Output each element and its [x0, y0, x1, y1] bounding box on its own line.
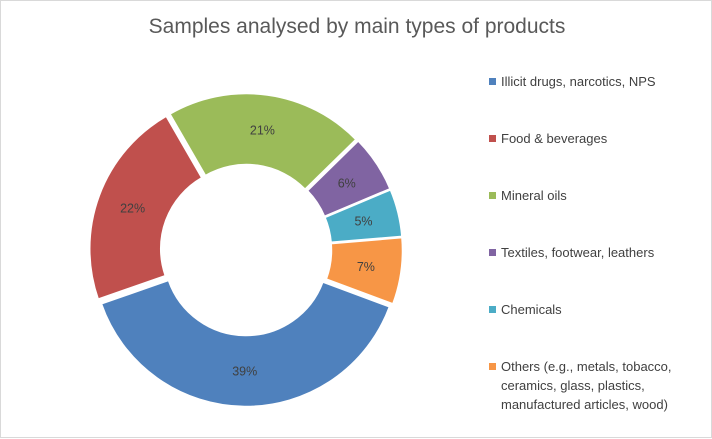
doughnut-slice: [324, 188, 403, 244]
slice-data-label: 22%: [120, 201, 145, 215]
doughnut-slice: [100, 279, 391, 408]
legend-label: Mineral oils: [501, 188, 567, 203]
slice-data-label: 5%: [354, 215, 372, 229]
legend-swatch: [489, 78, 496, 85]
legend-swatch: [489, 135, 496, 142]
slice-data-label: 21%: [250, 124, 275, 138]
legend-swatch: [489, 306, 496, 313]
legend-swatch: [489, 249, 496, 256]
legend-swatch: [489, 363, 496, 370]
legend-label: Chemicals: [501, 302, 562, 317]
legend-label: Illicit drugs, narcotics, NPS: [501, 74, 656, 89]
doughnut-slice: [306, 139, 391, 218]
legend-label: Food & beverages: [501, 131, 608, 146]
chart-legend: Illicit drugs, narcotics, NPS Food & beve…: [485, 1, 711, 437]
doughnut-slice: [325, 236, 404, 305]
chart-title: Samples analysed by main types of produc…: [148, 15, 566, 38]
legend-label: Others (e.g., metals, tobacco, ceramics,…: [501, 359, 672, 412]
slice-data-label: 6%: [338, 177, 356, 191]
slice-data-label: 7%: [357, 260, 375, 274]
slice-data-label: 39%: [232, 364, 257, 378]
doughnut-slice: [88, 115, 203, 301]
doughnut-slice: [168, 92, 357, 191]
legend-swatch: [489, 192, 496, 199]
legend-label: Textiles, footwear, leathers: [501, 245, 655, 260]
